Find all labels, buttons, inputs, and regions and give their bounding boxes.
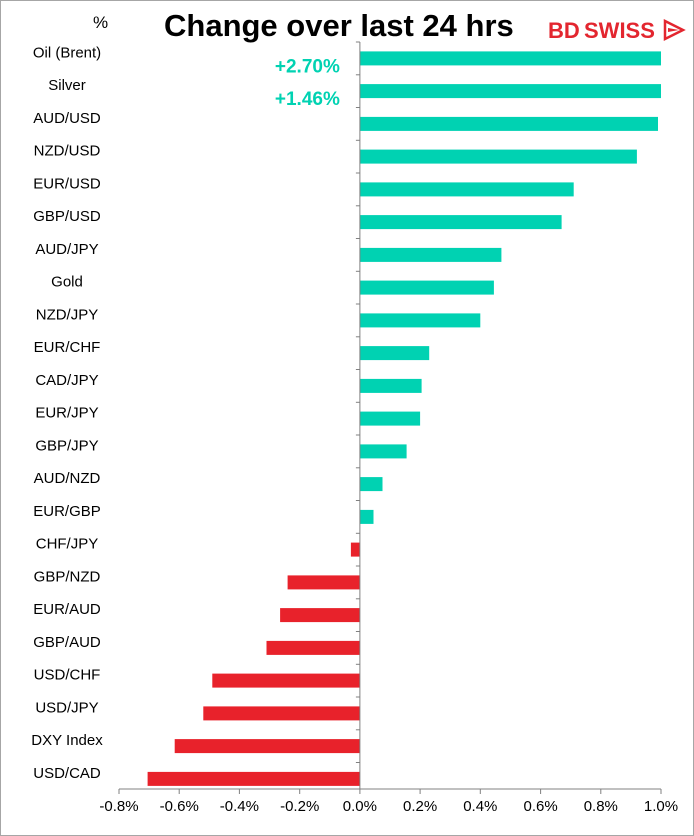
category-label: GBP/NZD xyxy=(34,568,101,585)
category-label: EUR/AUD xyxy=(33,601,101,618)
category-label: CAD/JPY xyxy=(35,372,98,389)
bar-aud-jpy xyxy=(359,247,502,262)
category-label: AUD/USD xyxy=(33,110,101,127)
axes xyxy=(118,41,662,794)
category-label: Silver xyxy=(48,77,86,94)
tick-labels: -0.8% -0.6% -0.4% -0.2% 0.0% 0.2% 0.4% 0.6% 0.8%… xyxy=(99,798,678,815)
category-label: GBP/USD xyxy=(33,208,101,225)
x-tick-label: -0.6% xyxy=(160,798,199,815)
bar-nzd-jpy xyxy=(359,313,481,328)
x-tick-label: 1.0% xyxy=(644,798,678,815)
bar-gbp-jpy xyxy=(359,444,407,459)
bar-gold xyxy=(359,280,494,295)
category-label: EUR/JPY xyxy=(35,405,98,422)
bar-usd-cad xyxy=(147,771,360,786)
category-label: EUR/GBP xyxy=(33,503,101,520)
x-tick-label: 0.6% xyxy=(523,798,557,815)
category-label: AUD/NZD xyxy=(34,470,101,487)
bar-eur-usd xyxy=(359,182,574,197)
bar-aud-usd xyxy=(359,116,658,131)
bar-oil-brent xyxy=(359,51,661,66)
bar-gbp-nzd xyxy=(287,575,360,590)
bar-gbp-usd xyxy=(359,215,562,230)
x-tick-label: 0.4% xyxy=(463,798,497,815)
bar-chf-jpy xyxy=(350,542,360,557)
bar-eur-chf xyxy=(359,346,430,361)
bar-aud-nzd xyxy=(359,477,383,492)
unit-label: % xyxy=(93,13,108,32)
brand-logo: BD SWISS xyxy=(548,18,686,43)
bar-usd-chf xyxy=(212,673,360,688)
category-label: Oil (Brent) xyxy=(33,44,101,61)
logo-text-bd: BD xyxy=(548,18,580,43)
category-label: NZD/JPY xyxy=(36,306,99,323)
category-label: GBP/AUD xyxy=(33,634,101,651)
category-label: EUR/USD xyxy=(33,175,101,192)
bar-usd-jpy xyxy=(203,706,360,721)
annotations: +2.70% +1.46% xyxy=(275,56,340,110)
bar-nzd-usd xyxy=(359,149,637,164)
bars-group xyxy=(147,51,661,786)
bar-silver xyxy=(359,84,661,99)
bar-cad-jpy xyxy=(359,378,422,393)
bar-gbp-aud xyxy=(266,640,360,655)
x-tick-label: 0.0% xyxy=(343,798,377,815)
x-tick-label: 0.8% xyxy=(584,798,618,815)
chart-title: Change over last 24 hrs xyxy=(164,8,514,43)
x-tick-label: 0.2% xyxy=(403,798,437,815)
category-label: DXY Index xyxy=(31,732,103,749)
category-label: GBP/JPY xyxy=(35,437,98,454)
bar-dxy-index xyxy=(174,739,360,754)
category-label: Gold xyxy=(51,274,83,291)
bar-eur-gbp xyxy=(359,509,374,524)
value-annotation: +1.46% xyxy=(275,89,340,110)
category-labels: Oil (Brent) Silver AUD/USD NZD/USD EUR/USD GB… xyxy=(31,44,103,782)
value-annotation: +2.70% xyxy=(275,56,340,77)
category-label: EUR/CHF xyxy=(34,339,101,356)
x-tick-label: -0.2% xyxy=(280,798,319,815)
category-label: USD/CAD xyxy=(33,765,101,782)
category-label: AUD/JPY xyxy=(35,241,98,258)
x-tick-label: -0.4% xyxy=(220,798,259,815)
category-label: USD/JPY xyxy=(35,699,98,716)
category-label: NZD/USD xyxy=(34,143,101,160)
bar-eur-jpy xyxy=(359,411,421,426)
category-label: USD/CHF xyxy=(34,667,101,684)
bar-eur-aud xyxy=(280,608,360,623)
logo-text-swiss: SWISS xyxy=(584,18,655,43)
x-tick-label: -0.8% xyxy=(99,798,138,815)
flag-arrow-icon xyxy=(663,18,686,42)
category-label: CHF/JPY xyxy=(36,536,99,553)
